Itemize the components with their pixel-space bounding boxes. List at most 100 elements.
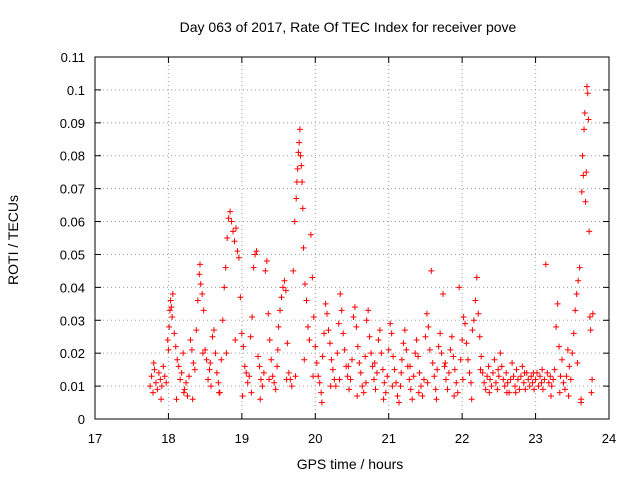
data-point	[171, 330, 178, 337]
data-point	[459, 376, 466, 383]
y-tick-label: 0.06	[60, 215, 85, 230]
data-point	[442, 360, 449, 367]
data-point	[283, 376, 290, 383]
data-point	[495, 366, 502, 373]
y-tick-label: 0.04	[60, 280, 85, 295]
y-tick-label: 0.05	[60, 247, 85, 262]
data-point	[454, 389, 461, 396]
data-point	[565, 392, 572, 399]
x-tick-label: 23	[528, 431, 542, 446]
data-point	[168, 304, 175, 311]
data-point	[268, 356, 275, 363]
data-point	[544, 369, 551, 376]
data-point	[180, 350, 187, 357]
data-point	[578, 188, 585, 195]
data-point	[580, 172, 587, 179]
y-axis-ticks: 0 0.01 0.02 0.03 0.04 0.05 0.06 0.07 0.08 0.09 0.1…	[60, 50, 609, 427]
x-tick-label: 19	[235, 431, 249, 446]
data-point	[169, 313, 176, 320]
data-point	[406, 376, 413, 383]
data-point	[152, 379, 159, 386]
data-point	[498, 363, 505, 370]
data-point	[180, 389, 187, 396]
data-point	[492, 379, 499, 386]
data-point	[393, 379, 400, 386]
data-point	[337, 290, 344, 297]
data-point	[488, 383, 495, 390]
data-point	[316, 379, 323, 386]
data-point	[485, 363, 492, 370]
data-point	[407, 386, 414, 393]
x-tick-label: 22	[455, 431, 469, 446]
data-point	[293, 195, 300, 202]
data-point	[589, 310, 596, 317]
data-point	[278, 294, 285, 301]
data-point	[297, 152, 304, 159]
data-point	[477, 366, 484, 373]
data-point	[574, 360, 581, 367]
data-point	[325, 327, 332, 334]
data-point	[147, 383, 154, 390]
data-point	[525, 376, 532, 383]
data-point	[306, 337, 313, 344]
data-point	[166, 307, 173, 314]
data-point	[424, 379, 431, 386]
data-point	[189, 396, 196, 403]
data-point	[227, 208, 234, 215]
data-point	[512, 389, 519, 396]
data-point	[528, 373, 535, 380]
data-point	[576, 264, 583, 271]
data-point	[542, 261, 549, 268]
data-point	[429, 360, 436, 367]
data-point	[586, 228, 593, 235]
data-point	[298, 162, 305, 169]
data-point	[327, 383, 334, 390]
data-point	[357, 369, 364, 376]
data-point	[222, 264, 229, 271]
data-point	[401, 327, 408, 334]
data-point	[416, 369, 423, 376]
data-point	[263, 258, 270, 265]
data-point	[347, 376, 354, 383]
data-point	[569, 350, 576, 357]
data-point	[539, 386, 546, 393]
data-point	[495, 373, 502, 380]
data-point	[362, 379, 369, 386]
data-point	[503, 369, 510, 376]
grid-lines	[95, 57, 609, 419]
data-point	[353, 323, 360, 330]
data-point	[545, 379, 552, 386]
data-point	[412, 350, 419, 357]
data-point	[566, 363, 573, 370]
data-point	[296, 139, 303, 146]
data-point	[435, 343, 442, 350]
data-point	[255, 353, 262, 360]
data-point	[497, 350, 504, 357]
data-point	[420, 376, 427, 383]
data-point	[440, 290, 447, 297]
y-tick-label: 0.07	[60, 182, 85, 197]
data-point	[426, 346, 433, 353]
data-point	[212, 350, 219, 357]
data-point	[167, 297, 174, 304]
y-tick-label: 0.01	[60, 379, 85, 394]
data-point	[432, 386, 439, 393]
data-point	[586, 313, 593, 320]
data-point	[148, 373, 155, 380]
data-point	[157, 376, 164, 383]
data-point	[304, 323, 311, 330]
data-point	[473, 274, 480, 281]
data-point	[213, 369, 220, 376]
data-point	[384, 373, 391, 380]
data-point	[394, 392, 401, 399]
data-point	[183, 379, 190, 386]
data-point	[456, 284, 463, 291]
data-point	[371, 360, 378, 367]
data-point	[415, 353, 422, 360]
data-point	[441, 363, 448, 370]
data-point	[292, 373, 299, 380]
data-point	[360, 389, 367, 396]
data-point	[208, 383, 215, 390]
data-point	[269, 373, 276, 380]
data-point	[560, 379, 567, 386]
